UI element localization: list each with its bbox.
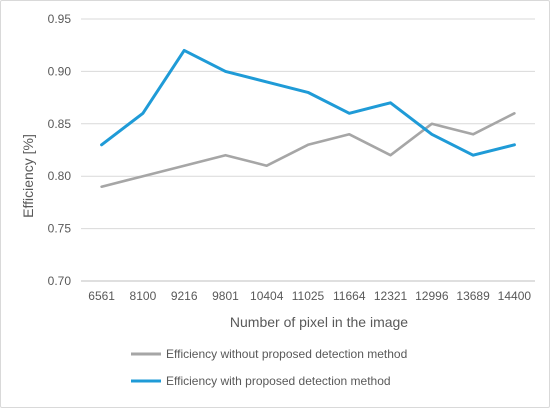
y-tick-label: 0.85 bbox=[48, 117, 72, 131]
x-axis-ticks: 6561 8100 9216 9801 10404 11025 11664 12321 1299… bbox=[88, 289, 531, 303]
y-tick-label: 0.95 bbox=[48, 12, 72, 26]
y-axis-title: Efficiency [%] bbox=[20, 134, 36, 218]
x-tick-label: 8100 bbox=[130, 289, 157, 303]
legend-item: Efficiency without proposed detection me… bbox=[131, 347, 407, 361]
x-tick-label: 14400 bbox=[498, 289, 532, 303]
y-tick-label: 0.75 bbox=[48, 222, 72, 236]
x-tick-label: 11664 bbox=[333, 289, 366, 303]
x-tick-label: 9216 bbox=[171, 289, 198, 303]
gridlines bbox=[81, 18, 535, 282]
y-tick-label: 0.70 bbox=[48, 274, 72, 288]
x-axis-title: Number of pixel in the image bbox=[230, 314, 408, 330]
y-axis-ticks: 0.70 0.75 0.80 0.85 0.90 0.95 bbox=[48, 12, 72, 288]
x-tick-label: 12996 bbox=[415, 289, 449, 303]
x-tick-label: 11025 bbox=[292, 289, 325, 303]
legend-label: Efficiency with proposed detection metho… bbox=[166, 374, 391, 388]
legend-label: Efficiency without proposed detection me… bbox=[166, 347, 407, 361]
y-tick-label: 0.80 bbox=[48, 169, 72, 183]
x-tick-label: 6561 bbox=[88, 289, 115, 303]
y-tick-label: 0.90 bbox=[48, 64, 72, 78]
legend-item: Efficiency with proposed detection metho… bbox=[131, 374, 391, 388]
legend: Efficiency without proposed detection me… bbox=[131, 347, 407, 388]
x-tick-label: 10404 bbox=[250, 289, 284, 303]
x-tick-label: 9801 bbox=[212, 289, 239, 303]
series-line-2 bbox=[100, 48, 516, 157]
series-lines bbox=[100, 48, 516, 188]
series-line-1 bbox=[100, 112, 516, 188]
x-tick-label: 12321 bbox=[374, 289, 408, 303]
x-tick-label: 13689 bbox=[456, 289, 490, 303]
